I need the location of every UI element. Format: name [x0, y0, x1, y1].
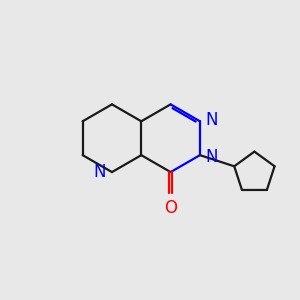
Text: N: N — [93, 163, 106, 181]
Text: N: N — [205, 148, 218, 166]
Text: N: N — [205, 111, 218, 129]
Text: O: O — [164, 199, 177, 217]
